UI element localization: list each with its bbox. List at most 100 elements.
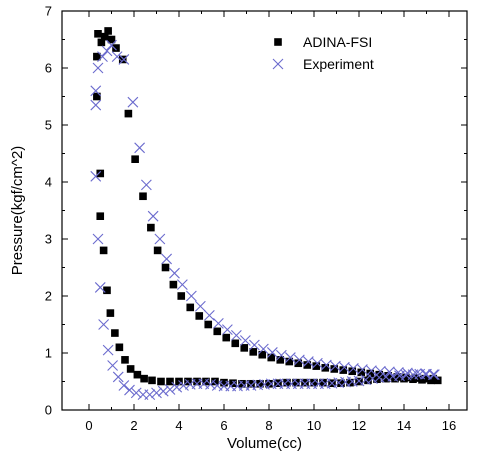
data-point <box>222 333 231 342</box>
data-point <box>118 380 130 391</box>
data-point <box>221 324 233 336</box>
data-point <box>392 366 404 378</box>
data-point <box>193 377 201 386</box>
data-point <box>177 292 186 300</box>
y-tick-label: 4 <box>45 175 52 190</box>
data-point <box>111 51 123 62</box>
data-point <box>433 376 442 385</box>
x-tick-label: 6 <box>220 418 227 433</box>
data-point <box>169 267 180 279</box>
data-point <box>90 99 102 111</box>
data-point <box>429 374 438 383</box>
data-point <box>212 317 224 329</box>
data-point <box>112 44 120 52</box>
data-point <box>329 360 341 372</box>
data-point <box>107 360 119 371</box>
legend-marker <box>272 58 284 70</box>
data-point <box>302 356 314 367</box>
data-point <box>360 374 372 386</box>
data-point <box>211 377 219 386</box>
data-point <box>94 282 106 293</box>
data-point <box>127 96 139 108</box>
data-point <box>140 374 148 383</box>
data-point <box>99 246 108 255</box>
data-point <box>153 246 162 255</box>
data-point <box>310 378 318 387</box>
data-point <box>94 30 102 38</box>
data-point <box>285 357 294 366</box>
data-point <box>131 155 139 163</box>
data-point <box>166 377 174 386</box>
data-point <box>161 253 173 265</box>
data-point <box>148 376 156 385</box>
data-point <box>112 371 124 383</box>
data-point <box>347 363 359 374</box>
data-point <box>106 39 117 51</box>
data-point <box>92 62 104 74</box>
data-point <box>157 385 169 397</box>
x-tick-label: 12 <box>352 418 366 433</box>
data-point <box>98 319 110 330</box>
legend-label: Experiment <box>303 56 374 72</box>
data-point <box>364 376 372 385</box>
data-point <box>339 366 348 374</box>
data-point <box>90 170 102 182</box>
data-point <box>319 378 327 387</box>
y-tick-label: 6 <box>45 61 52 76</box>
data-point <box>348 367 357 376</box>
data-point <box>186 303 195 312</box>
data-point <box>97 38 106 47</box>
x-tick-label: 16 <box>442 418 456 433</box>
data-point <box>365 365 377 377</box>
data-point <box>256 379 264 388</box>
data-point <box>92 233 104 245</box>
data-point <box>203 309 215 321</box>
data-point <box>294 359 303 368</box>
x-tick-label: 10 <box>307 418 321 433</box>
data-point <box>239 335 251 346</box>
data-point <box>383 366 395 378</box>
data-point <box>106 309 115 317</box>
data-point <box>275 349 287 361</box>
data-point <box>402 373 411 382</box>
data-point <box>130 387 142 399</box>
data-point <box>375 370 384 379</box>
data-point <box>419 368 431 380</box>
data-point <box>410 368 422 379</box>
data-point <box>107 35 116 44</box>
data-point <box>139 192 147 201</box>
data-point <box>111 329 119 337</box>
data-point <box>96 212 105 220</box>
data-point <box>265 379 273 388</box>
data-point <box>231 339 240 348</box>
y-tick-label: 5 <box>45 118 52 133</box>
data-point <box>178 380 189 391</box>
data-point <box>312 362 321 370</box>
data-point <box>258 350 267 359</box>
data-point <box>157 377 165 386</box>
series-0 <box>93 27 442 388</box>
data-point <box>357 368 366 377</box>
data-point <box>353 375 365 387</box>
data-point <box>293 354 305 366</box>
data-point <box>311 357 323 369</box>
data-point <box>292 378 300 387</box>
data-point <box>337 379 345 388</box>
data-point <box>374 365 386 377</box>
data-point <box>97 51 108 62</box>
y-tick-label: 3 <box>45 232 52 247</box>
data-point <box>124 109 133 118</box>
data-point <box>93 92 101 101</box>
y-tick-label: 0 <box>45 403 52 418</box>
data-point <box>393 373 402 381</box>
data-point <box>101 45 113 57</box>
y-tick-label: 2 <box>45 289 52 304</box>
legend-label: ADINA-FSI <box>303 34 372 50</box>
data-point <box>220 378 228 387</box>
data-point <box>103 286 111 295</box>
data-point <box>90 85 102 97</box>
data-point <box>240 344 249 352</box>
data-point <box>320 359 332 371</box>
